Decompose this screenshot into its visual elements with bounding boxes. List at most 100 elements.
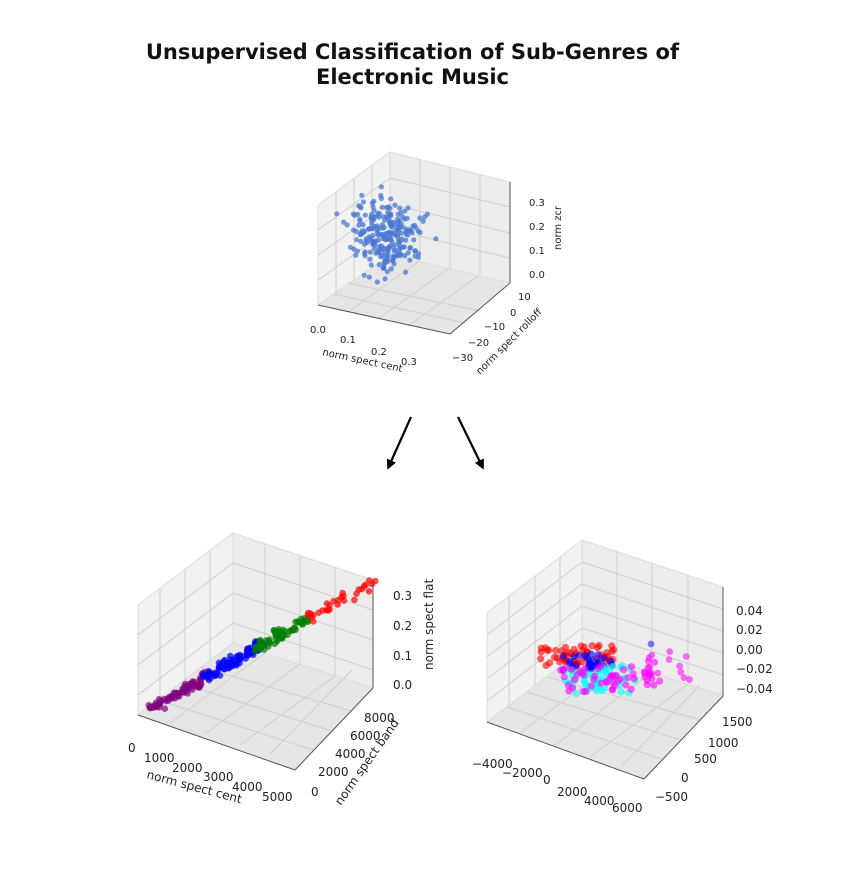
scatter-point [417, 215, 423, 221]
plot-right-grid [486, 551, 724, 767]
top-y-tick-4: −30 [452, 353, 473, 364]
scatter-point [315, 609, 323, 616]
scatter-point [278, 635, 286, 642]
scatter-point [353, 252, 359, 258]
plot-left-axis-lines [137, 580, 374, 771]
top-y-tick-1: 0 [510, 308, 516, 319]
scatter-point [326, 602, 333, 609]
scatter-point [334, 211, 340, 217]
scatter-point [184, 690, 191, 697]
right-z-tick-4: −0.04 [736, 682, 773, 696]
scatter-point [408, 228, 414, 234]
left-x-tick-0: 0 [128, 741, 136, 755]
scatter-point [368, 235, 374, 241]
right-x-tick-5: 6000 [612, 801, 643, 815]
scatter-point [542, 661, 550, 670]
scatter-point [594, 665, 602, 673]
scatter-point [619, 666, 628, 674]
left-y-tick-1: 6000 [350, 729, 381, 743]
scatter-point [386, 229, 392, 236]
scatter-point [334, 601, 342, 608]
left-y-tick-2: 4000 [335, 747, 366, 761]
scatter-point [588, 642, 596, 650]
scatter-point [371, 246, 378, 252]
scatter-point [386, 244, 392, 250]
scatter-point [603, 678, 611, 687]
scatter-point [582, 687, 590, 696]
scatter-point [298, 620, 305, 627]
plot-top: 0.0 0.1 0.2 0.3 norm spect cent 10 0 −10… [310, 151, 564, 377]
plot-top-panes [316, 151, 512, 335]
scatter-point [564, 648, 572, 657]
scatter-point [360, 199, 366, 205]
scatter-point [405, 205, 411, 211]
scatter-point [676, 662, 684, 670]
scatter-point [587, 682, 595, 690]
scatter-point [221, 656, 229, 664]
scatter-point [155, 700, 163, 708]
scatter-point [274, 630, 282, 638]
scatter-point [622, 681, 630, 689]
scatter-point [570, 676, 579, 684]
scatter-point [595, 641, 603, 650]
scatter-point [389, 238, 395, 244]
scatter-point [608, 647, 616, 656]
scatter-point [385, 258, 391, 264]
scatter-point [378, 184, 384, 190]
scatter-point [372, 577, 379, 585]
scatter-point [630, 674, 638, 683]
scatter-point [396, 218, 403, 224]
scatter-point [650, 658, 659, 666]
left-z-tick-2: 0.1 [393, 649, 412, 663]
right-z-tick-2: 0.00 [736, 643, 763, 657]
left-x-tick-2: 2000 [172, 761, 203, 775]
right-x-tick-3: 2000 [557, 785, 588, 799]
scatter-point [344, 222, 350, 228]
scatter-point [234, 658, 241, 665]
scatter-point [309, 618, 317, 625]
scatter-point [545, 646, 553, 654]
scatter-point [354, 237, 360, 243]
scatter-point [401, 244, 407, 250]
scatter-point [362, 228, 368, 234]
scatter-point [378, 231, 384, 237]
scatter-point [359, 192, 365, 198]
scatter-point [225, 664, 232, 672]
scatter-point [392, 202, 398, 208]
scatter-point [665, 656, 673, 663]
scatter-point [578, 669, 587, 677]
scatter-point [369, 200, 375, 206]
scatter-point [304, 618, 311, 625]
scatter-point [395, 232, 401, 238]
top-x-tick-2: 0.2 [371, 347, 387, 358]
top-z-tick-2: 0.1 [529, 246, 545, 257]
scatter-point [351, 596, 358, 604]
scatter-point [413, 225, 419, 231]
scatter-point [559, 652, 568, 661]
scatter-point [569, 684, 577, 692]
scatter-point [551, 653, 559, 662]
left-z-tick-1: 0.2 [393, 619, 412, 633]
left-x-tick-3: 3000 [203, 770, 234, 784]
scatter-point [354, 248, 361, 254]
scatter-point [581, 652, 590, 660]
right-y-tick-0: 1500 [722, 715, 753, 729]
scatter-point [396, 224, 402, 230]
scatter-point [243, 648, 251, 655]
scatter-point [593, 687, 601, 695]
scatter-point [256, 636, 264, 644]
scatter-point [376, 225, 382, 231]
plot-left-points [145, 577, 379, 712]
scatter-point [184, 683, 192, 690]
scatter-point [606, 673, 615, 681]
scatter-point [433, 236, 439, 242]
arrow-right [457, 416, 484, 470]
scatter-point [161, 705, 169, 712]
scatter-point [323, 606, 330, 614]
top-z-axis-label: norm zcr [553, 205, 564, 250]
scatter-point [304, 611, 312, 619]
left-z-tick-3: 0.0 [393, 678, 412, 692]
scatter-point [394, 253, 400, 259]
scatter-point [368, 262, 374, 268]
scatter-point [646, 663, 654, 671]
